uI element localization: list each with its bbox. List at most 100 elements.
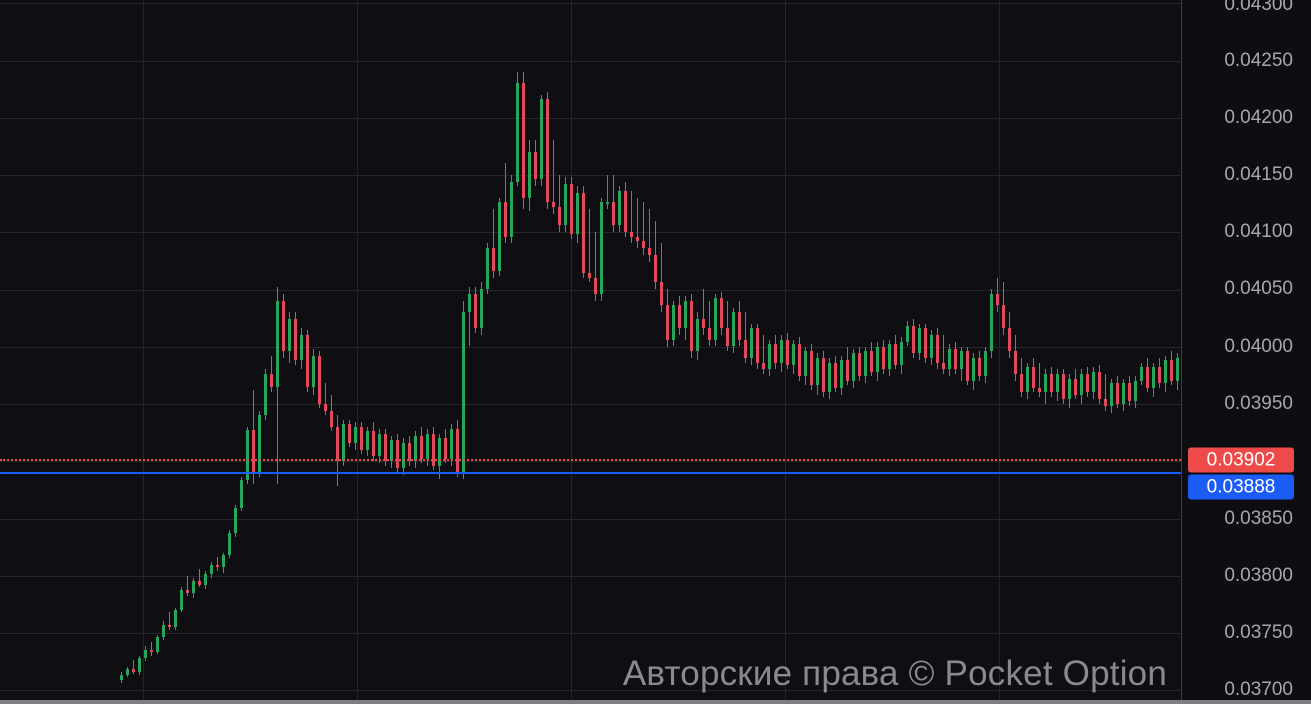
candle-body bbox=[1164, 360, 1167, 384]
candle-wick bbox=[421, 426, 422, 464]
candle-body bbox=[1074, 378, 1077, 395]
candle-wick bbox=[907, 321, 908, 347]
strike-price-badge[interactable]: 0.03888 bbox=[1188, 474, 1294, 500]
candle-wick bbox=[703, 289, 704, 336]
candle-wick bbox=[871, 341, 872, 377]
candle-body bbox=[1044, 373, 1047, 393]
price-axis-tick: 0.04050 bbox=[1224, 278, 1293, 299]
candle-body bbox=[666, 305, 669, 340]
price-axis-tick: 0.03700 bbox=[1224, 679, 1293, 700]
candle-body bbox=[348, 424, 351, 443]
candle-wick bbox=[1009, 312, 1010, 358]
candle-body bbox=[372, 431, 375, 457]
price-axis-tick: 0.03800 bbox=[1224, 565, 1293, 586]
candle-wick bbox=[505, 163, 506, 244]
candle-wick bbox=[403, 438, 404, 475]
candle-body bbox=[978, 357, 981, 377]
candle-body bbox=[762, 362, 765, 370]
candle-body bbox=[612, 202, 615, 226]
price-axis-tick: 0.04100 bbox=[1224, 221, 1293, 242]
candle-body bbox=[546, 99, 549, 203]
candle-wick bbox=[493, 209, 494, 278]
candle-body bbox=[960, 351, 963, 370]
candle-body bbox=[1038, 387, 1041, 393]
candle-wick bbox=[985, 346, 986, 384]
candle-wick bbox=[1045, 369, 1046, 404]
candle-body bbox=[576, 193, 579, 235]
candle-body bbox=[558, 206, 561, 226]
candle-body bbox=[1050, 373, 1053, 393]
candle-body bbox=[1170, 360, 1173, 381]
candle-wick bbox=[835, 355, 836, 393]
candle-wick bbox=[565, 177, 566, 232]
candle-wick bbox=[223, 552, 224, 574]
candle-body bbox=[1086, 373, 1089, 393]
candle-wick bbox=[349, 419, 350, 448]
candle-body bbox=[726, 328, 729, 347]
price-axis[interactable]: 0.04300 0.04250 0.04200 0.04150 0.04100 0.040… bbox=[1181, 0, 1311, 704]
strike-price-line bbox=[0, 472, 1181, 474]
candle-body bbox=[318, 355, 321, 404]
candle-body bbox=[690, 300, 693, 352]
candle-body bbox=[1056, 373, 1059, 393]
candle-wick bbox=[997, 277, 998, 313]
candle-wick bbox=[979, 351, 980, 381]
candle-wick bbox=[691, 293, 692, 358]
candle-wick bbox=[601, 197, 602, 301]
candle-body bbox=[276, 300, 279, 387]
candle-wick bbox=[883, 339, 884, 374]
candle-body bbox=[582, 193, 585, 274]
candle-wick bbox=[877, 341, 878, 381]
candle-body bbox=[600, 202, 603, 294]
current-price-badge[interactable]: 0.03902 bbox=[1188, 447, 1294, 473]
candle-wick bbox=[991, 289, 992, 358]
candle-body bbox=[894, 344, 897, 365]
candle-wick bbox=[1135, 376, 1136, 409]
candle-wick bbox=[1081, 369, 1082, 404]
candle-body bbox=[132, 669, 135, 672]
candle-body bbox=[660, 282, 663, 306]
candle-wick bbox=[775, 335, 776, 370]
candle-wick bbox=[1111, 378, 1112, 413]
candle-body bbox=[366, 431, 369, 450]
candle-body bbox=[306, 335, 309, 387]
candle-wick bbox=[229, 529, 230, 559]
candle-wick bbox=[199, 568, 200, 587]
candle-wick bbox=[763, 335, 764, 374]
candle-body bbox=[864, 351, 867, 377]
candle-wick bbox=[259, 410, 260, 478]
candle-body bbox=[420, 435, 423, 459]
candle-wick bbox=[913, 319, 914, 358]
candle-body bbox=[804, 351, 807, 377]
candle-wick bbox=[511, 174, 512, 244]
candle-body bbox=[474, 293, 477, 329]
candle-wick bbox=[769, 339, 770, 377]
candle-body bbox=[1134, 380, 1137, 402]
chart-plot-area[interactable]: Авторские права © Pocket Option bbox=[0, 0, 1181, 700]
candle-body bbox=[234, 507, 237, 534]
candle-wick bbox=[1087, 367, 1088, 397]
candle-wick bbox=[367, 426, 368, 457]
candle-body bbox=[294, 319, 297, 361]
candle-body bbox=[588, 273, 591, 278]
candle-wick bbox=[583, 186, 584, 278]
candle-wick bbox=[541, 94, 542, 187]
candle-body bbox=[996, 293, 999, 306]
candle-body bbox=[1146, 367, 1149, 388]
candle-body bbox=[708, 328, 711, 340]
candle-wick bbox=[649, 209, 650, 262]
candle-body bbox=[1080, 373, 1083, 395]
candle-body bbox=[534, 151, 537, 180]
candle-body bbox=[1098, 371, 1101, 400]
time-axis-bar[interactable] bbox=[0, 700, 1311, 704]
candle-body bbox=[564, 183, 567, 226]
candle-body bbox=[240, 480, 243, 508]
candle-wick bbox=[1177, 353, 1178, 390]
candle-body bbox=[906, 325, 909, 342]
candle-body bbox=[696, 319, 699, 352]
candle-body bbox=[936, 335, 939, 363]
candle-body bbox=[390, 440, 393, 461]
candle-body bbox=[1122, 383, 1125, 404]
candle-body bbox=[120, 675, 123, 680]
candle-wick bbox=[289, 312, 290, 363]
